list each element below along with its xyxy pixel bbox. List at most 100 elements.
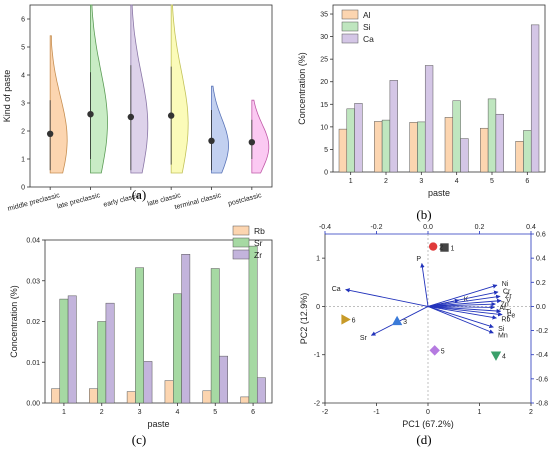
bar-ca bbox=[354, 103, 363, 173]
bar-zr bbox=[181, 254, 191, 404]
top-tick-label: 0.0 bbox=[423, 224, 433, 231]
right-tick-label: 0.4 bbox=[536, 256, 546, 263]
x-tick-label: 2 bbox=[529, 409, 533, 416]
x-tick-label: middle preclassic bbox=[7, 192, 61, 213]
y-tick-label: -2 bbox=[314, 401, 320, 408]
score-label: 6 bbox=[352, 317, 356, 324]
bar-si bbox=[417, 121, 426, 173]
y-axis-label: Concentration (%) bbox=[9, 285, 19, 358]
bar-zr bbox=[67, 295, 77, 404]
legend-swatch bbox=[232, 225, 250, 236]
loading-vector bbox=[427, 298, 502, 307]
bar-si bbox=[487, 98, 497, 173]
legend-label: Si bbox=[363, 22, 371, 32]
loading-label: Zn bbox=[500, 301, 508, 308]
loading-vector bbox=[427, 305, 495, 310]
y-axis-label: Kind of paste bbox=[2, 70, 12, 123]
score-point bbox=[490, 351, 502, 361]
score-label: 4 bbox=[502, 354, 506, 361]
legend-label: Al bbox=[363, 10, 371, 20]
loading-label: Mn bbox=[498, 332, 508, 339]
bar-rb bbox=[202, 390, 212, 404]
top-tick-label: -0.2 bbox=[370, 224, 382, 231]
x-tick-label: 1 bbox=[349, 178, 353, 185]
loading-vector bbox=[427, 305, 494, 329]
bar-sr bbox=[210, 268, 220, 404]
legend-label: Rb bbox=[254, 226, 265, 236]
bar-al bbox=[338, 128, 348, 173]
x-tick-label: 6 bbox=[251, 409, 255, 416]
loading-vector bbox=[427, 306, 494, 334]
score-point bbox=[429, 345, 440, 356]
loading-label: Ca bbox=[332, 286, 341, 293]
legend-label: Sr bbox=[254, 238, 263, 248]
loading-label: Si bbox=[498, 326, 505, 333]
x-tick-label: -2 bbox=[322, 409, 328, 416]
loading-label: Al bbox=[499, 305, 506, 312]
y-tick-label: 5 bbox=[21, 45, 25, 52]
x-tick-label: postclassic bbox=[227, 192, 262, 208]
loading-label: Fe bbox=[507, 313, 515, 320]
score-label: 1 bbox=[450, 246, 454, 253]
top-tick-label: 0.4 bbox=[526, 224, 536, 231]
y-tick-label: 30 bbox=[320, 34, 328, 41]
panel-d: -2 -1 0 1 2-2-101-0.4 -0.2 0.0 0.2 0.4-0.8-0.6-0… bbox=[299, 224, 548, 429]
violin-median-point bbox=[248, 139, 256, 146]
violin-shape bbox=[49, 35, 68, 174]
panel-caption-b: (b) bbox=[416, 207, 431, 222]
x-tick-label: 3 bbox=[419, 178, 423, 185]
bar-si bbox=[346, 108, 355, 173]
loading-label: K bbox=[464, 297, 469, 304]
score-point bbox=[341, 314, 351, 325]
x-tick-label: 1 bbox=[62, 409, 66, 416]
plot-frame bbox=[29, 4, 273, 188]
x-tick-label: -1 bbox=[373, 409, 379, 416]
bar-rb bbox=[126, 391, 136, 404]
bar-ca bbox=[460, 138, 469, 173]
y-tick-label: 25 bbox=[320, 57, 328, 64]
right-tick-label: -0.2 bbox=[536, 328, 548, 335]
x-tick-label: 4 bbox=[175, 409, 179, 416]
bar-al bbox=[480, 127, 489, 173]
y-tick-label: 1 bbox=[21, 157, 25, 164]
bar-si bbox=[381, 119, 391, 173]
loading-label: Sr bbox=[360, 335, 368, 342]
loading-vector bbox=[427, 284, 498, 307]
y-tick-label: 0 bbox=[21, 185, 25, 192]
x-axis-label: PC1 (67.2%) bbox=[402, 419, 454, 429]
legend-swatch bbox=[341, 9, 359, 20]
bar-rb bbox=[51, 388, 61, 404]
x-axis-label: paste bbox=[428, 188, 450, 198]
violin-shape bbox=[130, 4, 149, 174]
y-axis-label: PC2 (12.9%) bbox=[299, 293, 309, 345]
y-tick-label: 35 bbox=[320, 12, 328, 19]
legend-swatch bbox=[341, 33, 359, 44]
x-tick-label: terminal classic bbox=[174, 192, 223, 211]
bar-zr bbox=[256, 377, 266, 404]
loading-vector bbox=[427, 305, 502, 314]
bar-sr bbox=[97, 321, 107, 404]
y-tick-label: 5 bbox=[324, 147, 328, 154]
legend-swatch bbox=[341, 21, 359, 32]
y-tick-label: 1 bbox=[316, 256, 320, 263]
legend-swatch bbox=[232, 249, 250, 260]
panel-caption-c: (c) bbox=[132, 432, 146, 447]
y-tick-label: 0.02 bbox=[26, 319, 40, 326]
bar-ca bbox=[424, 65, 434, 173]
loading-vector bbox=[427, 294, 501, 307]
panel-caption-d: (d) bbox=[416, 432, 431, 447]
y-tick-label: 0.03 bbox=[26, 278, 40, 285]
bar-zr bbox=[105, 302, 115, 404]
score-point bbox=[440, 243, 449, 252]
violin-shape bbox=[90, 4, 108, 174]
panel-b: 0 5 10 15 20 25 30 35 Concentration (%) 1 2 3 4 5 6 pas… bbox=[297, 4, 546, 198]
x-tick-label: 2 bbox=[100, 409, 104, 416]
x-tick-label: 4 bbox=[455, 178, 459, 185]
score-label: 3 bbox=[403, 319, 407, 326]
x-axis-label: paste bbox=[147, 419, 169, 429]
bar-al bbox=[409, 122, 418, 173]
bar-al bbox=[444, 117, 454, 173]
y-tick-label: 3 bbox=[21, 101, 25, 108]
loading-label: V bbox=[506, 298, 511, 305]
